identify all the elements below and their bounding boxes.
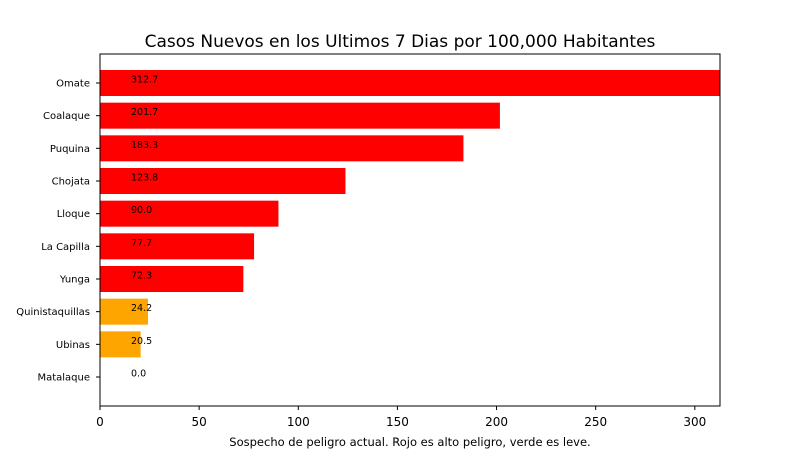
data-label-3: 123.8: [131, 173, 158, 184]
y-tick-label-2: Puquina: [50, 144, 90, 155]
data-label-4: 90.0: [131, 205, 152, 216]
bars-group: [100, 70, 720, 358]
bar-1: [100, 102, 500, 129]
data-label-9: 0.0: [131, 369, 146, 380]
bar-3: [100, 168, 346, 194]
x-tick-label-5: 250: [584, 415, 607, 429]
bar-8: [100, 331, 141, 358]
data-label-2: 183.3: [131, 140, 158, 151]
chart-title: Casos Nuevos en los Ultimos 7 Dias por 1…: [145, 32, 656, 52]
y-tick-label-0: Omate: [56, 79, 90, 90]
bar-2: [100, 135, 464, 162]
x-tick-label-3: 150: [386, 415, 409, 429]
x-tick-label-2: 100: [287, 415, 310, 429]
x-tick-label-1: 50: [191, 415, 206, 429]
x-tick-label-6: 300: [683, 415, 706, 429]
data-label-1: 201.7: [131, 107, 158, 118]
y-tick-label-4: Lloque: [57, 209, 90, 220]
y-tick-label-3: Chojata: [52, 177, 90, 188]
y-tick-label-7: Quinistaquillas: [16, 307, 90, 318]
data-label-5: 77.7: [131, 238, 152, 249]
y-tick-label-6: Yunga: [59, 275, 90, 286]
x-ticks: 0 50 100 150 200 250 300: [96, 406, 706, 429]
data-label-0: 312.7: [131, 75, 158, 86]
data-label-6: 72.3: [131, 271, 152, 282]
data-label-8: 20.5: [131, 336, 152, 347]
y-tick-label-5: La Capilla: [41, 242, 90, 253]
bar-4: [100, 200, 279, 227]
plot-frame: [99, 53, 721, 407]
bar-0: [100, 70, 720, 96]
y-tick-label-1: Coalaque: [43, 111, 90, 122]
x-tick-label-0: 0: [96, 415, 104, 429]
bar-6: [100, 266, 244, 292]
y-tick-labels: Omate Coalaque Puquina Chojata Lloque La Capi…: [16, 79, 100, 384]
x-axis-label: Sospecho de peligro actual. Rojo es alto…: [229, 435, 590, 449]
y-tick-label-9: Matalaque: [37, 373, 90, 384]
x-tick-label-4: 200: [485, 415, 508, 429]
bar-7: [100, 298, 148, 325]
y-tick-label-8: Ubinas: [56, 340, 90, 351]
data-labels: 312.7 201.7 183.3 123.8 90.0 77.7 72.3 24.2 20.5…: [131, 75, 158, 380]
bar-5: [100, 233, 255, 260]
data-label-7: 24.2: [131, 303, 152, 314]
